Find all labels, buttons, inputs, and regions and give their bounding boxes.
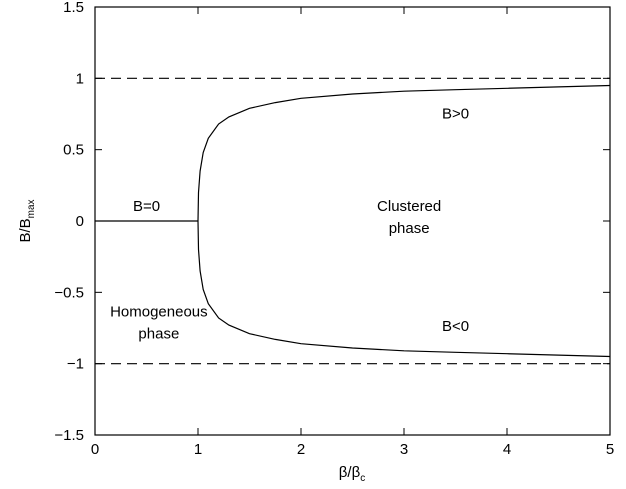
- x-axis-label: β/βc: [339, 464, 365, 484]
- x-tick-label: 2: [297, 441, 305, 458]
- x-axis-label-sub: c: [360, 473, 365, 484]
- curve-line-2: [197, 220, 611, 358]
- x-tick-label: 3: [400, 441, 408, 458]
- x-ticks: 0 1 2 3 4 5: [91, 7, 614, 458]
- x-axis-label-base: β/β: [339, 464, 361, 481]
- y-tick-label: −1.5: [54, 427, 84, 444]
- y-tick-label: 1.5: [63, 0, 84, 16]
- curve-line-1: [197, 84, 611, 222]
- y-tick-label: −0.5: [54, 284, 84, 301]
- annotation-line: phase: [138, 326, 179, 343]
- annotation-4: B<0: [442, 318, 469, 335]
- y-ticks: −1.5 −1 −0.5 0 0.5 1 1.5: [54, 0, 610, 444]
- annotation-line: B=0: [133, 198, 160, 215]
- annotation-3: Homogeneous phase: [110, 304, 208, 343]
- annotations: B=0 B>0 Clustered phase Homogeneous phase B<0: [110, 105, 469, 342]
- y-tick-label: 1: [76, 70, 84, 87]
- annotation-line: phase: [389, 220, 430, 237]
- y-axis-label: B/Bmax: [17, 199, 37, 242]
- y-axis-label-sub: max: [26, 199, 37, 218]
- y-tick-label: −1: [67, 356, 84, 373]
- y-tick-label: 0.5: [63, 142, 84, 159]
- y-axis-label-base: B/B: [17, 218, 34, 242]
- y-tick-label: 0: [76, 213, 84, 230]
- annotation-line: Clustered: [377, 198, 441, 215]
- annotation-0: B=0: [133, 198, 160, 215]
- x-tick-label: 5: [606, 441, 614, 458]
- annotation-2: Clustered phase: [377, 198, 441, 237]
- x-tick-label: 1: [194, 441, 202, 458]
- annotation-line: B<0: [442, 318, 469, 335]
- series-layer: [95, 77, 611, 365]
- annotation-1: B>0: [442, 105, 469, 122]
- annotation-line: B>0: [442, 105, 469, 122]
- x-tick-label: 4: [503, 441, 511, 458]
- x-tick-label: 0: [91, 441, 99, 458]
- annotation-line: Homogeneous: [110, 304, 208, 321]
